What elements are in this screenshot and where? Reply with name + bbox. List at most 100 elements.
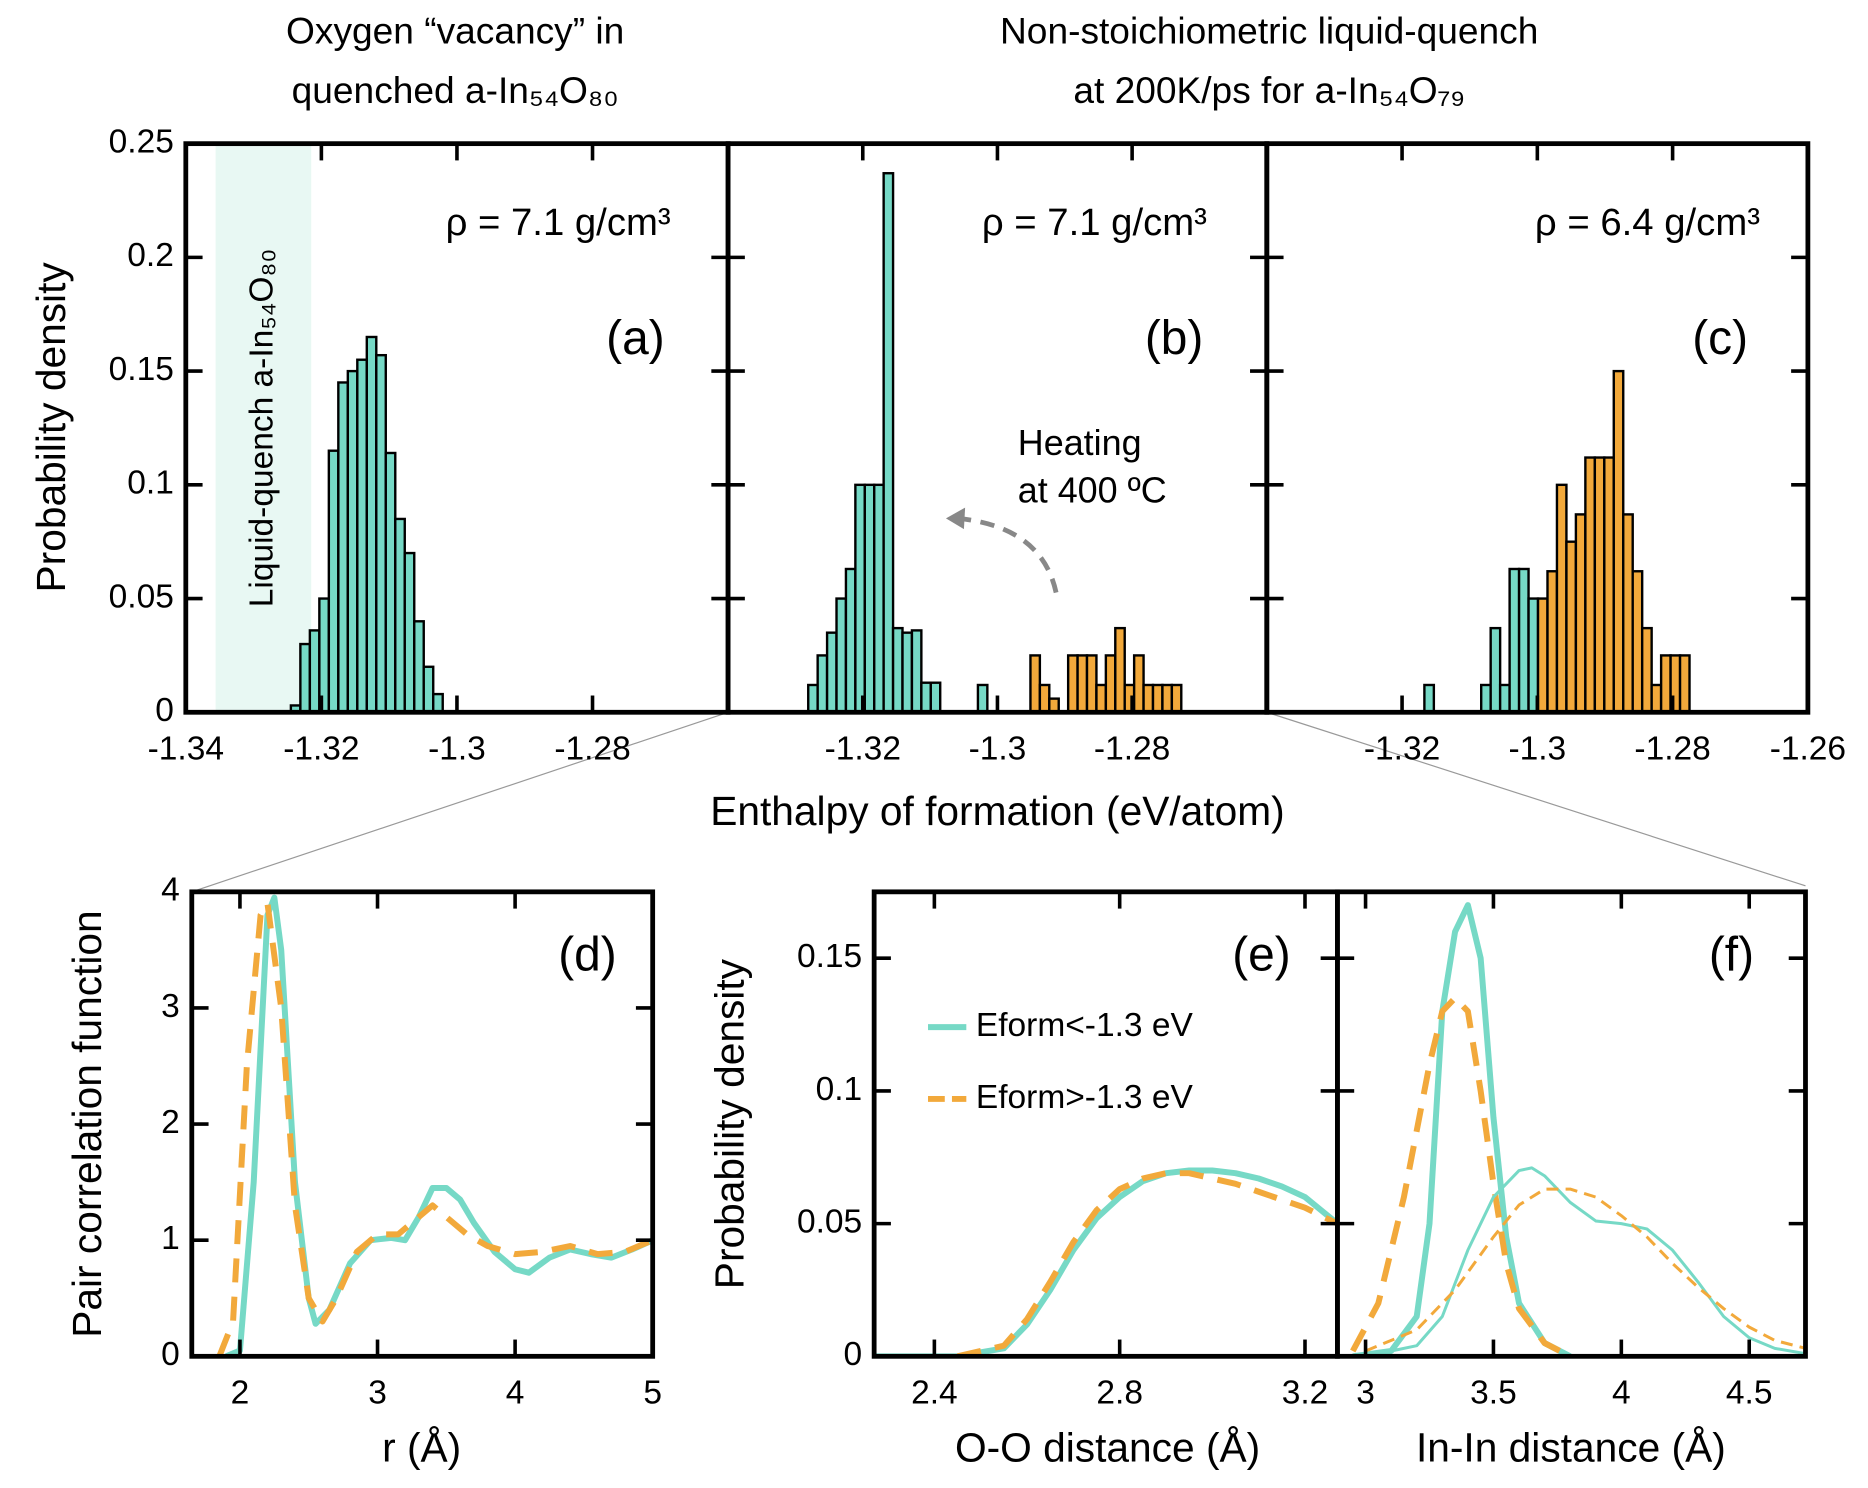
histogram-bar (346, 369, 359, 713)
histogram-bar (1622, 513, 1634, 713)
histogram-bar (1142, 683, 1155, 713)
x-axis-label: O-O distance (Å) (955, 1425, 1260, 1471)
line-series (1365, 1166, 1806, 1357)
x-tick-label: -1.26 (1770, 730, 1846, 767)
x-tick-label: -1.28 (1094, 730, 1170, 767)
x-tick-label: -1.3 (1508, 730, 1566, 767)
chart-title: at 200K/ps for a-In₅₄O₇₉ (1073, 69, 1465, 111)
x-tick-label: 2 (231, 1374, 250, 1411)
histogram-bar (835, 597, 848, 713)
annotation: (b) (1145, 312, 1204, 365)
histogram-bar (1603, 456, 1615, 713)
x-tick-label: 3 (1356, 1374, 1375, 1411)
annotation: Heating (1018, 422, 1142, 463)
histogram-bar (356, 358, 368, 713)
line-series (1352, 902, 1572, 1357)
y-tick-label: 0.2 (127, 237, 174, 274)
chart-title: quenched a-In₅₄O₈₀ (292, 69, 619, 111)
x-tick-label: 4 (506, 1374, 525, 1411)
histogram-bar (1132, 654, 1145, 713)
histogram-bar (1527, 597, 1540, 713)
histogram-bar (807, 683, 819, 713)
annotation: ρ = 7.1 g/cm³ (446, 201, 671, 244)
y-axis-label: Probability density (28, 262, 74, 593)
histogram-bar (1612, 369, 1625, 713)
histogram-bar (432, 692, 444, 713)
legend-label: Eform<-1.3 eV (976, 1007, 1194, 1044)
y-axis-label: Pair correlation function (64, 910, 110, 1337)
x-tick-label: -1.3 (969, 730, 1027, 767)
line-series (1350, 995, 1572, 1357)
x-tick-label: 3.2 (1282, 1374, 1329, 1411)
histogram-bar (1517, 567, 1530, 713)
histogram-bar (1640, 626, 1653, 713)
y-axis-label: Probability density (707, 958, 753, 1289)
histogram-bar (1151, 683, 1164, 713)
x-tick-label: 5 (643, 1374, 662, 1411)
histogram-bar (976, 683, 989, 713)
histogram-bar (1546, 570, 1559, 713)
histogram-bar (1076, 654, 1089, 713)
y-tick-label: 0.05 (797, 1203, 862, 1240)
plot-area (874, 1167, 1338, 1357)
x-axis-label: In-In distance (Å) (1416, 1425, 1726, 1471)
line-series (216, 900, 653, 1357)
histogram-bar (901, 631, 914, 713)
zoom-connector (191, 711, 729, 893)
histogram-bar (854, 483, 866, 713)
panel: -1.32 -1.3 -1.28 -1.26 ρ = 6.4 g/cm³ (c) (1264, 141, 1846, 767)
histogram-bar (1095, 683, 1108, 713)
y-tick-label: 0 (161, 1336, 180, 1373)
x-tick-label: -1.3 (428, 730, 486, 767)
line-series (1364, 1187, 1806, 1353)
histogram-bar (422, 665, 435, 713)
y-tick-label: 0.1 (127, 465, 174, 502)
annotation: (d) (558, 928, 617, 981)
histogram-bar (1170, 683, 1183, 713)
shade-label: Liquid-quench a-In₅₄O₈₀ (243, 249, 280, 608)
x-tick-label: 3.5 (1470, 1374, 1517, 1411)
annotation: (f) (1709, 928, 1754, 981)
panel: 2 3 4 5 0 1 2 3 4 r (Å) Pair correlation function (… (64, 872, 662, 1471)
y-tick-label: 1 (161, 1220, 180, 1257)
histogram-bar (891, 626, 904, 713)
histogram-bar (403, 551, 416, 713)
legend-label: Eform>-1.3 eV (976, 1079, 1194, 1116)
histogram-bar (1508, 567, 1521, 713)
chart-title: Oxygen “vacancy” in (286, 9, 624, 51)
y-tick-label: 2 (161, 1104, 180, 1141)
histogram-bar (1489, 626, 1502, 713)
histogram-bar (929, 681, 942, 713)
histogram-bar (920, 681, 932, 713)
histogram-bar (882, 172, 895, 713)
x-tick-label: 2.8 (1096, 1374, 1143, 1411)
chart-title: Non-stoichiometric liquid-quench (1000, 9, 1538, 51)
plot-area (1423, 369, 1691, 713)
histogram-bar (1498, 683, 1511, 713)
panel: Liquid-quench a-In₅₄O₈₀ -1.34 -1.32 -1.3 -1.… (28, 9, 731, 767)
histogram-bar (1029, 654, 1042, 713)
histogram-bar (863, 483, 876, 713)
line-series (956, 1170, 1338, 1357)
x-tick-label: 3 (368, 1374, 387, 1411)
annotation: ρ = 6.4 g/cm³ (1535, 201, 1760, 244)
x-tick-label: 2.4 (911, 1374, 958, 1411)
x-tick-label: -1.28 (554, 730, 630, 767)
histogram-bar (1650, 683, 1663, 713)
y-tick-label: 0.05 (109, 578, 174, 615)
histogram-bar (1104, 654, 1117, 713)
plot-area (216, 894, 653, 1357)
histogram-bar (394, 517, 406, 713)
x-tick-label: 4.5 (1726, 1374, 1773, 1411)
histogram-bar (1565, 540, 1578, 713)
annotation: (e) (1232, 928, 1291, 981)
arrow-curve (957, 515, 1059, 594)
histogram-bar (1085, 654, 1098, 713)
histogram-bar (1423, 683, 1436, 713)
histogram-bar (1584, 456, 1597, 713)
x-tick-label: -1.34 (148, 730, 224, 767)
axes-frame (1335, 889, 1808, 1359)
x-tick-label: -1.32 (1364, 730, 1440, 767)
